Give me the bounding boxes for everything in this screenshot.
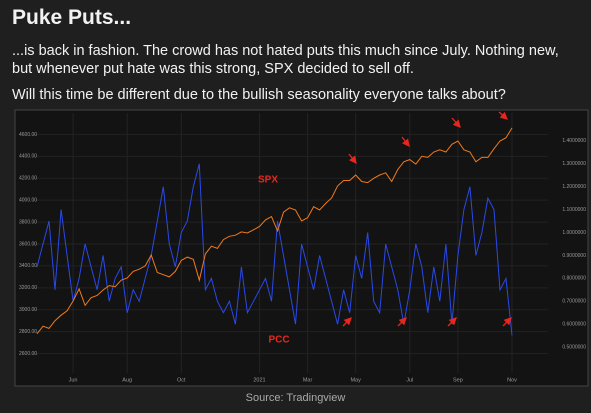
y2-tick-label: 0.5000000 (562, 344, 586, 350)
y2-tick-label: 0.8000000 (562, 276, 586, 282)
y-tick-label: 4200.00 (19, 176, 37, 182)
y-tick-label: 4600.00 (19, 132, 37, 138)
y2-tick-label: 1.2000000 (562, 184, 586, 190)
y-tick-label: 3600.00 (19, 241, 37, 247)
post-paragraph: Will this time be different due to the b… (12, 87, 506, 103)
y-tick-label: 3000.00 (19, 307, 37, 313)
y2-tick-label: 0.7000000 (562, 299, 586, 305)
x-tick-label: Sep (453, 377, 463, 383)
x-tick-label: 2021 (253, 377, 265, 383)
y2-tick-label: 1.3000000 (562, 161, 586, 167)
y-tick-label: 2600.00 (19, 351, 37, 357)
x-tick-label: Aug (122, 377, 132, 383)
post-paragraph: ...is back in fashion. The crowd has not… (12, 43, 559, 77)
y2-tick-label: 1.0000000 (562, 230, 586, 236)
y-tick-label: 2800.00 (19, 329, 37, 335)
x-tick-label: Mar (303, 377, 313, 383)
arrows (342, 111, 512, 327)
y2-tick-label: 1.4000000 (562, 138, 586, 144)
y2-tick-label: 0.6000000 (562, 322, 586, 328)
y-tick-label: 3200.00 (19, 285, 37, 291)
y-tick-label: 3800.00 (19, 219, 37, 225)
y2-tick-label: 0.9000000 (562, 253, 586, 259)
annotation: SPX (258, 175, 278, 186)
annotation: PCC (268, 335, 289, 346)
series-line (36, 163, 513, 336)
y-tick-label: 4400.00 (19, 154, 37, 160)
y-tick-label: 4000.00 (19, 198, 37, 204)
post-title: Puke Puts... (12, 6, 132, 29)
y2-tick-label: 1.1000000 (562, 207, 586, 213)
x-tick-label: Nov (507, 377, 517, 383)
source-note: Source: Tradingview (245, 392, 346, 404)
series-line (36, 127, 513, 335)
y-tick-label: 3400.00 (19, 263, 37, 269)
x-tick-label: Oct (177, 377, 186, 383)
x-tick-label: Jun (69, 377, 78, 383)
x-tick-label: May (350, 377, 361, 383)
x-tick-label: Jul (406, 377, 413, 383)
